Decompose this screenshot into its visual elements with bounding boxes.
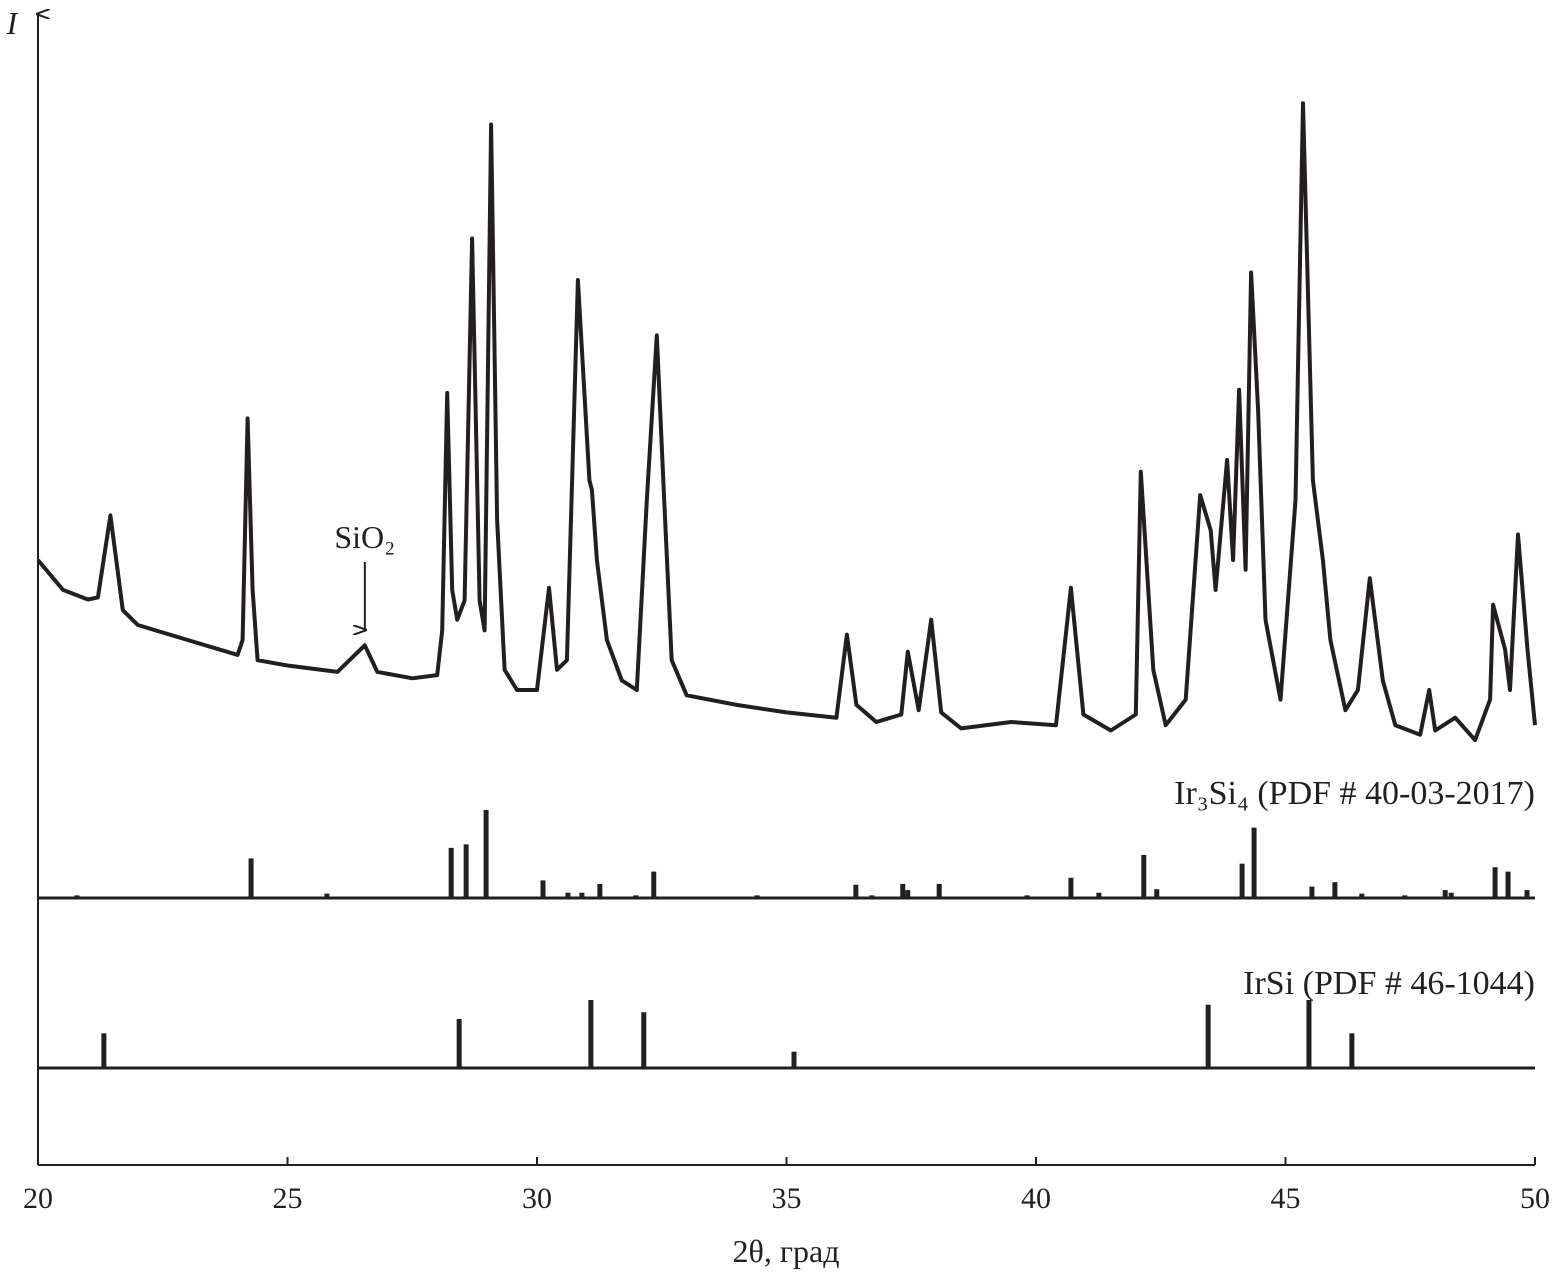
x-tick-label: 45 xyxy=(1271,1182,1301,1215)
x-axis-label: 2θ, град xyxy=(733,1233,840,1269)
pattern-label: Ir₃Si₄ (PDF # 40-03-2017) xyxy=(1174,775,1535,812)
x-tick-label: 50 xyxy=(1520,1182,1550,1215)
x-tick-label: 35 xyxy=(772,1182,802,1215)
pattern-label: IrSi (PDF # 46-1044) xyxy=(1243,965,1535,1002)
x-tick-label: 20 xyxy=(23,1182,53,1215)
x-tick-label: 30 xyxy=(522,1182,552,1215)
xrd-pattern xyxy=(36,101,1537,743)
annotation-label: SiO₂ xyxy=(334,519,395,555)
x-tick-label: 25 xyxy=(273,1182,303,1215)
y-axis-label: I xyxy=(6,5,19,41)
x-tick-label: 40 xyxy=(1021,1182,1051,1215)
